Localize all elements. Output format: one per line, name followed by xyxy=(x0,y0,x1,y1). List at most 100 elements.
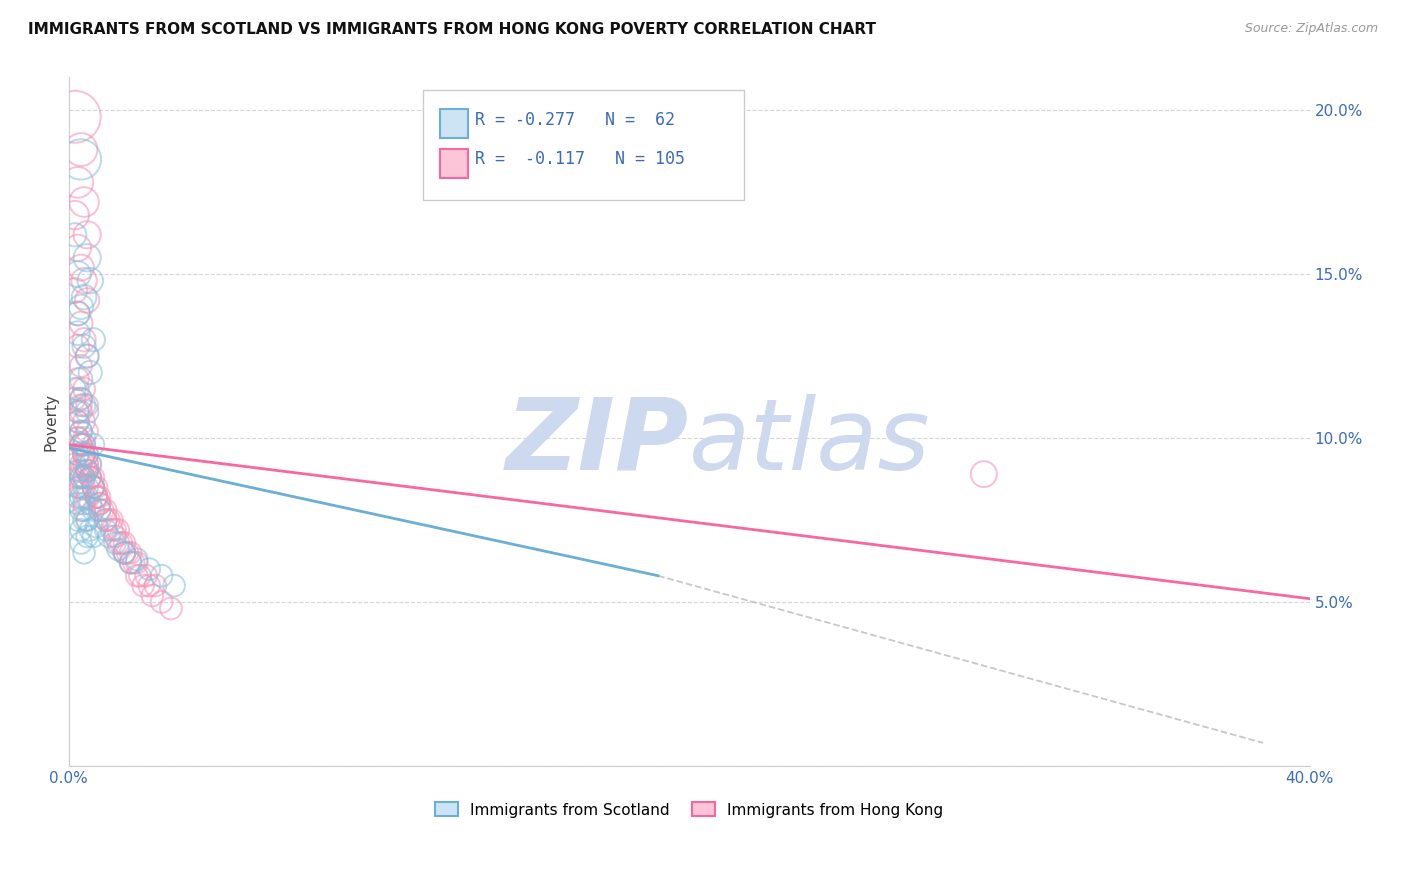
Point xyxy=(73,431,96,445)
Point xyxy=(66,415,89,429)
Point xyxy=(66,447,89,461)
Text: Source: ZipAtlas.com: Source: ZipAtlas.com xyxy=(1244,22,1378,36)
Point xyxy=(73,513,96,527)
Point xyxy=(76,464,98,478)
Point xyxy=(70,480,93,494)
Point xyxy=(76,457,98,471)
Point xyxy=(94,503,117,517)
Point xyxy=(70,523,93,537)
Point xyxy=(120,556,142,570)
Point xyxy=(70,372,93,386)
Point xyxy=(163,578,186,592)
Point xyxy=(138,562,160,576)
Point xyxy=(66,306,89,320)
Point xyxy=(86,490,108,504)
Point xyxy=(104,529,127,543)
Point xyxy=(79,470,101,484)
Point xyxy=(66,326,89,340)
Point xyxy=(70,392,93,406)
Point xyxy=(141,588,163,602)
Point xyxy=(73,194,96,209)
Point xyxy=(66,464,89,478)
Point xyxy=(73,274,96,288)
Point xyxy=(70,260,93,275)
Point xyxy=(73,447,96,461)
Point xyxy=(104,536,127,550)
Point xyxy=(76,227,98,242)
Point xyxy=(70,316,93,330)
Point xyxy=(79,470,101,484)
Point xyxy=(63,382,86,396)
Point xyxy=(70,425,93,439)
Point xyxy=(76,447,98,461)
Point xyxy=(107,523,129,537)
Point xyxy=(70,398,93,412)
Point xyxy=(66,339,89,353)
Point xyxy=(86,519,108,533)
Point xyxy=(73,382,96,396)
Point xyxy=(82,480,104,494)
Point xyxy=(66,415,89,429)
Point xyxy=(66,267,89,281)
Point xyxy=(66,241,89,255)
Point xyxy=(76,464,98,478)
Point xyxy=(73,437,96,451)
Point xyxy=(66,431,89,445)
Point xyxy=(89,490,111,504)
Text: ZIP: ZIP xyxy=(506,393,689,491)
Point xyxy=(79,366,101,380)
Point xyxy=(79,470,101,484)
Point xyxy=(66,405,89,419)
Text: R = -0.277   N =  62: R = -0.277 N = 62 xyxy=(475,111,675,128)
Point xyxy=(73,339,96,353)
Point xyxy=(112,536,135,550)
Point xyxy=(138,578,160,592)
Point xyxy=(91,503,114,517)
Point xyxy=(110,536,132,550)
Point xyxy=(66,497,89,511)
Point xyxy=(82,480,104,494)
Point xyxy=(112,546,135,560)
Point xyxy=(104,523,127,537)
Point xyxy=(70,437,93,451)
Point xyxy=(76,457,98,471)
Point xyxy=(70,437,93,451)
Point xyxy=(94,513,117,527)
Point xyxy=(150,595,173,609)
Point xyxy=(76,513,98,527)
Point xyxy=(76,398,98,412)
Point xyxy=(70,457,93,471)
Text: R =  -0.117   N = 105: R = -0.117 N = 105 xyxy=(475,150,685,168)
Point xyxy=(101,513,124,527)
Point xyxy=(70,405,93,419)
Point xyxy=(73,490,96,504)
Point xyxy=(73,480,96,494)
Y-axis label: Poverty: Poverty xyxy=(44,392,58,450)
Point xyxy=(132,578,155,592)
Point xyxy=(125,556,148,570)
Point xyxy=(160,601,183,615)
Point xyxy=(82,503,104,517)
Point xyxy=(66,490,89,504)
Point xyxy=(117,546,139,560)
Point xyxy=(70,143,93,157)
Point xyxy=(76,464,98,478)
Point xyxy=(86,490,108,504)
Point xyxy=(70,536,93,550)
Point xyxy=(66,372,89,386)
Point xyxy=(76,425,98,439)
Point xyxy=(63,208,86,222)
Point xyxy=(112,546,135,560)
Point xyxy=(82,480,104,494)
Point xyxy=(120,546,142,560)
Point xyxy=(120,556,142,570)
Point xyxy=(66,175,89,189)
Point xyxy=(76,349,98,363)
Point xyxy=(73,415,96,429)
Point xyxy=(73,447,96,461)
Point xyxy=(76,447,98,461)
Point xyxy=(82,529,104,543)
Point xyxy=(66,306,89,320)
Point xyxy=(70,300,93,314)
Point xyxy=(86,490,108,504)
